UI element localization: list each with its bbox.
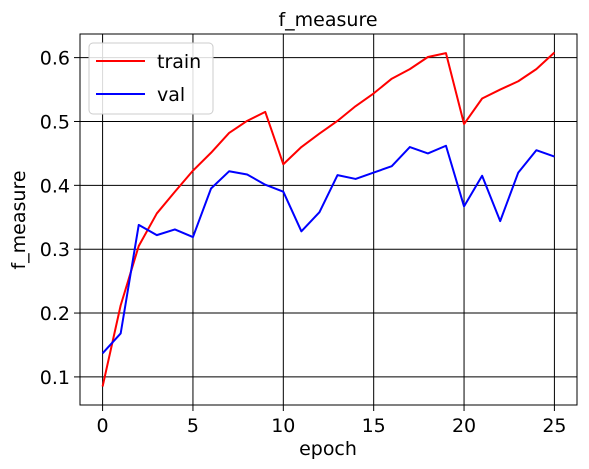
y-axis-label: f_measure xyxy=(8,170,30,269)
x-tick-label: 5 xyxy=(187,415,199,437)
series-line-train xyxy=(101,51,556,387)
x-axis-label: epoch xyxy=(299,438,357,460)
y-tick-label: 0.2 xyxy=(40,303,70,325)
x-axis-ticks: 0 5 10 15 20 25 xyxy=(97,405,567,437)
y-tick-label: 0.3 xyxy=(40,239,70,261)
legend-label-train: train xyxy=(157,51,201,73)
y-tick-label: 0.1 xyxy=(40,367,70,389)
x-tick-label: 10 xyxy=(271,415,295,437)
y-tick-label: 0.6 xyxy=(40,48,70,70)
series-lines xyxy=(101,51,556,387)
chart-title: f_measure xyxy=(278,9,377,31)
x-tick-label: 15 xyxy=(362,415,386,437)
x-tick-label: 25 xyxy=(542,415,566,437)
legend: train val xyxy=(88,42,214,115)
x-tick-label: 20 xyxy=(452,415,476,437)
x-tick-label: 0 xyxy=(97,415,109,437)
legend-label-val: val xyxy=(157,84,185,106)
y-axis-ticks: 0.1 0.2 0.3 0.4 0.5 0.6 xyxy=(40,48,80,389)
plot-frame xyxy=(79,33,578,406)
y-tick-label: 0.4 xyxy=(40,175,70,197)
y-tick-label: 0.5 xyxy=(40,111,70,133)
series-line-val xyxy=(101,144,555,354)
